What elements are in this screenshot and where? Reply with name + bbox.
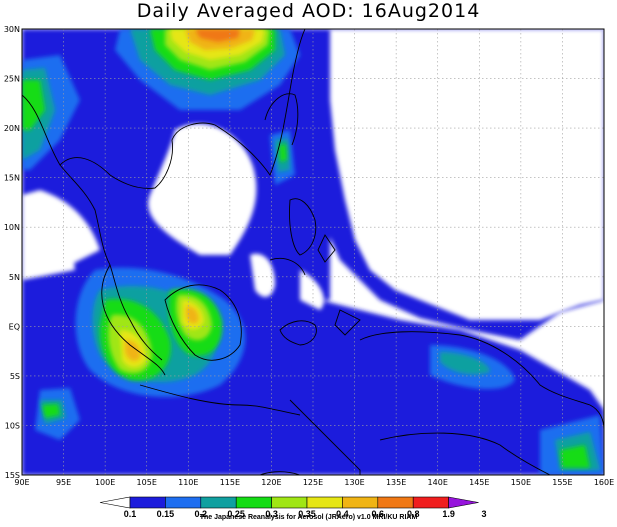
lon-label-95E: 95E <box>56 478 71 487</box>
aod-field <box>22 29 604 475</box>
colorbar-label-1.9: 1.9 <box>442 509 455 519</box>
lon-label-125E: 125E <box>303 478 323 487</box>
colorbar-swatch-6 <box>306 496 343 509</box>
lon-label-145E: 145E <box>469 478 489 487</box>
colorbar-label-0.6: 0.6 <box>372 509 385 519</box>
map-frame <box>21 28 605 476</box>
lon-label-155E: 155E <box>552 478 572 487</box>
coastlines <box>22 29 604 475</box>
colorbar: 0.1 0.15 0.2 0.25 0.3 0.35 0.4 0.6 0.8 1.9 3 <box>99 496 487 519</box>
lon-label-90E: 90E <box>14 478 29 487</box>
colorbar-swatch-3 <box>200 496 237 509</box>
lon-label-115E: 115E <box>220 478 240 487</box>
longitude-labels: 90E 95E 100E 105E 110E 115E 120E 125E 130E 135E 14… <box>14 478 614 487</box>
lon-label-110E: 110E <box>178 478 198 487</box>
lat-label-15N: 15N <box>4 174 20 183</box>
colorbar-low-arrow <box>99 496 131 509</box>
lon-label-135E: 135E <box>386 478 406 487</box>
colorbar-swatch-8 <box>377 496 414 509</box>
lat-label-EQ: EQ <box>9 322 20 331</box>
colorbar-label-0.2: 0.2 <box>195 509 208 519</box>
lon-label-100E: 100E <box>95 478 115 487</box>
lat-label-20N: 20N <box>4 124 20 133</box>
lon-label-150E: 150E <box>511 478 531 487</box>
lon-label-160E: 160E <box>594 478 614 487</box>
lon-label-120E: 120E <box>261 478 281 487</box>
colorbar-swatch-4 <box>235 496 272 509</box>
colorbar-label-0.35: 0.35 <box>298 509 316 519</box>
lon-label-105E: 105E <box>137 478 157 487</box>
colorbar-swatch-7 <box>342 496 379 509</box>
lon-label-130E: 130E <box>344 478 364 487</box>
lat-label-10N: 10N <box>4 223 20 232</box>
lat-label-5N: 5N <box>9 273 20 282</box>
colorbar-swatch-2 <box>165 496 202 509</box>
graticule <box>22 29 604 475</box>
colorbar-swatch-9 <box>412 496 449 509</box>
colorbar-label-0.8: 0.8 <box>407 509 420 519</box>
colorbar-label-0.1: 0.1 <box>124 509 137 519</box>
colorbar-label-0.4: 0.4 <box>336 509 349 519</box>
colorbar-high-arrow <box>448 496 479 509</box>
lat-label-25N: 25N <box>4 75 20 84</box>
colorbar-label-0.15: 0.15 <box>157 509 175 519</box>
colorbar-label-0.3: 0.3 <box>265 509 278 519</box>
map-title: Daily Averaged AOD: 16Aug2014 <box>136 0 481 22</box>
colorbar-label-0.25: 0.25 <box>227 509 245 519</box>
lat-label-5S: 5S <box>10 372 20 381</box>
clean-gap-south-china-sea <box>148 123 257 255</box>
clean-gap-pacific <box>330 29 604 320</box>
colorbar-label-3: 3 <box>481 509 486 519</box>
credit-line: The Japanese Reanalysis for Aerosol (JRA… <box>199 514 418 521</box>
lat-label-30N: 30N <box>4 25 20 34</box>
latitude-labels: 30N 25N 20N 15N 10N 5N EQ 5S 10S 15S <box>4 25 20 480</box>
clean-gap-bay-bengal <box>22 235 75 280</box>
lat-label-10S: 10S <box>5 421 20 430</box>
colorbar-swatch-1 <box>129 496 166 509</box>
lon-label-140E: 140E <box>428 478 448 487</box>
lat-label-15S: 15S <box>5 471 20 480</box>
colorbar-swatch-5 <box>271 496 308 509</box>
